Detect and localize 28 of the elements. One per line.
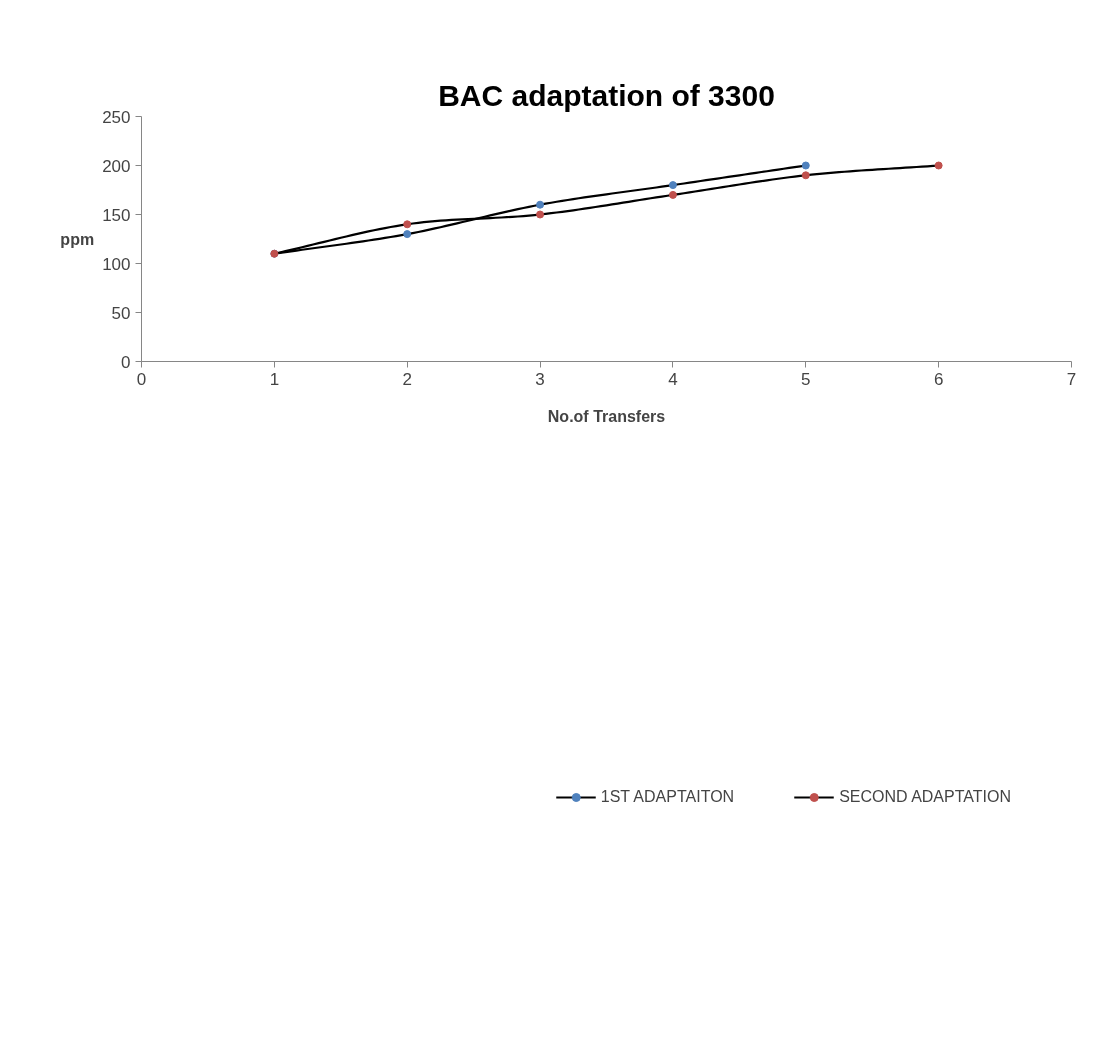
point bbox=[536, 210, 545, 219]
chart-title: BAC adaptation of 3300 bbox=[438, 78, 775, 112]
y-tick-label: 150 bbox=[102, 205, 131, 225]
x-tick-label: 0 bbox=[136, 369, 147, 389]
x-tick-label: 5 bbox=[801, 369, 811, 389]
y-tick-label: 250 bbox=[102, 107, 131, 127]
y-tick-label: 50 bbox=[111, 303, 131, 323]
point bbox=[801, 161, 810, 170]
x-tick-label: 6 bbox=[933, 369, 944, 389]
x-tick-label: 2 bbox=[402, 369, 412, 389]
x-axis-title: No.of Transfers bbox=[547, 407, 666, 425]
point bbox=[668, 190, 677, 199]
point bbox=[403, 230, 412, 239]
x-tick-label: 3 bbox=[535, 369, 545, 389]
point bbox=[403, 220, 412, 229]
y-tick-label: 0 bbox=[121, 352, 131, 372]
y-tick-label: 100 bbox=[102, 254, 131, 274]
legend-label: SECOND ADAPTATION bbox=[839, 788, 1011, 806]
x-tick-label: 4 bbox=[668, 369, 678, 389]
point bbox=[934, 161, 943, 170]
legend-label: 1ST ADAPTAITON bbox=[600, 788, 735, 806]
y-axis-title: ppm bbox=[60, 230, 95, 248]
x-tick-label: 7 bbox=[1066, 369, 1077, 389]
point bbox=[668, 181, 677, 190]
y-tick-label: 200 bbox=[102, 156, 131, 176]
point bbox=[536, 200, 545, 209]
point bbox=[801, 171, 810, 180]
x-tick-label: 1 bbox=[269, 369, 280, 389]
